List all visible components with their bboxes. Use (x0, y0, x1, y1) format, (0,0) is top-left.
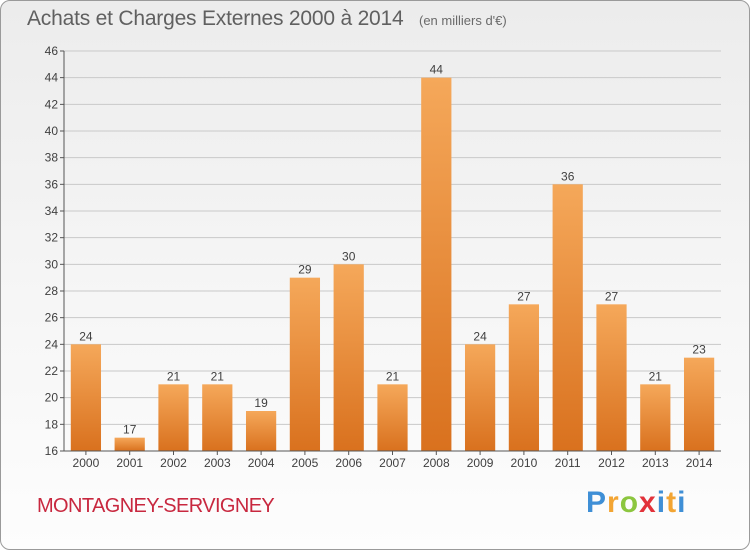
bar (289, 277, 321, 451)
proxiti-logo: Proxiti (586, 486, 686, 520)
bar (70, 344, 102, 451)
commune-name: MONTAGNEY-SERVIGNEY (37, 495, 275, 517)
bar (114, 437, 145, 451)
bar (683, 357, 715, 451)
logo-letter: i (677, 486, 687, 519)
bar (596, 304, 627, 451)
bar (202, 384, 233, 451)
y-tick-label: 16 (45, 444, 59, 458)
y-tick-label: 36 (45, 177, 59, 191)
y-tick-label: 46 (45, 44, 59, 58)
x-tick-label: 2013 (642, 456, 669, 470)
chart-subtitle: (en milliers d'€) (419, 13, 507, 28)
x-tick-label: 2005 (292, 456, 319, 470)
bars (70, 77, 715, 452)
bar (640, 384, 671, 451)
logo-letter: P (586, 486, 608, 519)
x-tick-label: 2002 (160, 456, 187, 470)
logo-letter: r (607, 486, 620, 519)
logo-letter: x (639, 486, 657, 519)
data-label: 30 (342, 249, 356, 263)
data-label: 27 (517, 289, 531, 303)
data-label: 27 (605, 289, 619, 303)
bar (377, 384, 408, 451)
data-label: 23 (692, 343, 706, 357)
data-label: 44 (430, 63, 444, 77)
y-tick-label: 20 (45, 391, 59, 405)
data-label: 24 (473, 329, 487, 343)
data-labels: 24 17 21 21 19 29 30 21 44 24 27 36 27 21 23 (79, 63, 706, 437)
chart-title: Achats et Charges Externes 2000 à 2014 (27, 7, 404, 30)
x-tick-label: 2007 (379, 456, 406, 470)
x-tick-label: 2010 (511, 456, 538, 470)
x-tick-label: 2004 (248, 456, 275, 470)
data-label: 17 (123, 423, 137, 437)
bar (464, 344, 496, 451)
x-tick-label: 2009 (467, 456, 494, 470)
logo-letter: i (656, 486, 667, 519)
y-tick-label: 24 (45, 337, 59, 351)
data-label: 24 (79, 329, 93, 343)
data-label: 21 (211, 369, 225, 383)
x-tick-label: 2006 (335, 456, 362, 470)
y-tick-label: 40 (45, 124, 59, 138)
y-tick-label: 34 (45, 204, 59, 218)
y-tick-label: 42 (45, 97, 59, 111)
bar (245, 411, 277, 451)
bar (158, 384, 189, 451)
y-tick-label: 32 (45, 231, 59, 245)
x-tick-label: 2001 (116, 456, 143, 470)
x-tick-label: 2011 (555, 456, 581, 470)
y-tick-label: 38 (45, 151, 59, 165)
bar (508, 304, 540, 451)
data-label: 19 (254, 396, 268, 410)
y-tick-label: 30 (45, 257, 59, 271)
axes: 16 18 20 22 24 26 28 30 32 34 36 38 40 42 44 46 2000 2001… (45, 44, 721, 470)
logo-letter: t (666, 486, 678, 519)
y-tick-label: 28 (45, 284, 59, 298)
x-tick-label: 2012 (598, 456, 625, 470)
y-tick-label: 18 (45, 417, 59, 431)
y-tick-label: 22 (45, 364, 59, 378)
y-tick-label: 26 (45, 311, 59, 325)
data-label: 21 (649, 369, 663, 383)
y-tick-label: 44 (45, 71, 59, 85)
x-tick-label: 2003 (204, 456, 231, 470)
data-label: 21 (167, 369, 181, 383)
data-label: 29 (298, 263, 312, 277)
x-tick-label: 2000 (73, 456, 100, 470)
x-tick-label: 2014 (686, 456, 713, 470)
bar (552, 184, 583, 452)
data-label: 21 (386, 369, 400, 383)
logo-letter: o (619, 486, 640, 519)
bar (421, 77, 452, 452)
data-label: 36 (561, 169, 575, 183)
bar (333, 264, 364, 451)
x-tick-label: 2008 (423, 456, 450, 470)
